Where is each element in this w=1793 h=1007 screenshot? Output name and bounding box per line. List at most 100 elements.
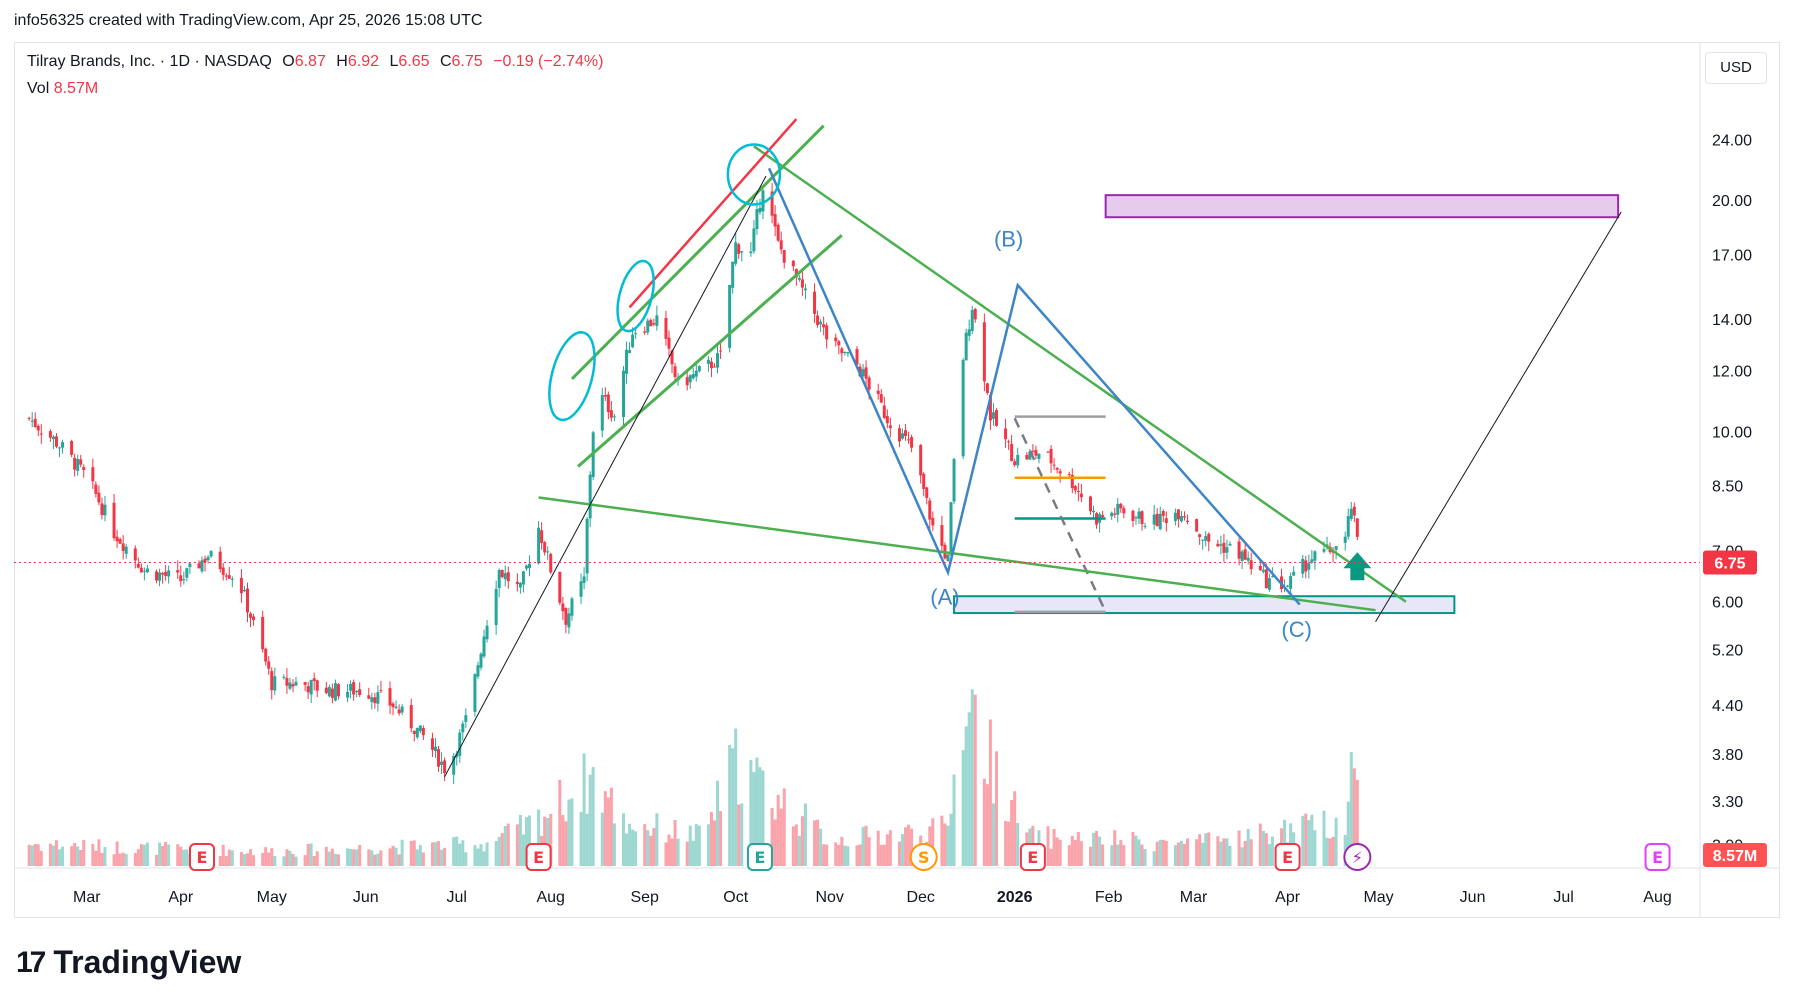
tradingview-logo[interactable]: 17 TradingView — [16, 944, 241, 981]
y-tick-label: 6.00 — [1712, 595, 1743, 612]
candle-body — [803, 288, 807, 291]
candle-body — [391, 703, 395, 708]
candle-body — [861, 369, 865, 377]
candle-body — [797, 277, 801, 280]
candle-body — [61, 442, 65, 448]
candle-body — [209, 551, 213, 557]
brand-name: TradingView — [53, 944, 242, 980]
currency-button[interactable]: USD — [1705, 52, 1767, 84]
volume-bar — [973, 694, 977, 866]
candle-body — [985, 383, 989, 393]
tradingview-logo-icon: 17 — [16, 945, 46, 979]
candle-body — [136, 563, 140, 568]
candle-body — [1073, 486, 1077, 491]
volume-bar — [664, 842, 668, 866]
volume-bar — [834, 842, 838, 866]
created-by-caption: info56325 created with TradingView.com, … — [14, 12, 483, 29]
volume-bar — [967, 712, 971, 866]
x-tick-label: Aug — [536, 889, 564, 906]
volume-bar — [740, 803, 744, 866]
trend-line — [577, 234, 843, 468]
volume-bar — [855, 845, 859, 866]
volume-bar — [352, 849, 356, 866]
volume-bar — [221, 844, 225, 866]
volume-bar — [124, 853, 128, 866]
candle-body — [864, 367, 868, 379]
candle-body — [649, 319, 653, 327]
candle-body — [282, 676, 286, 678]
candle-body — [603, 395, 607, 397]
x-tick-label: Mar — [1180, 889, 1208, 906]
volume-bar — [564, 821, 568, 866]
volume-bar — [734, 728, 738, 866]
volume-bar — [897, 841, 901, 866]
volume-bar — [100, 852, 104, 866]
volume-bar — [876, 830, 880, 866]
y-tick-label: 10.00 — [1712, 424, 1752, 441]
candle-body — [1355, 518, 1359, 537]
candle-body — [324, 687, 328, 694]
candle-body — [145, 568, 149, 573]
volume-bar — [952, 774, 956, 866]
x-tick-label: Mar — [73, 889, 101, 906]
candle-body — [36, 425, 40, 431]
candle-body — [712, 366, 716, 368]
candle-body — [521, 571, 525, 585]
candle-body — [1055, 467, 1059, 470]
candle-body — [846, 352, 850, 354]
candle-body — [600, 395, 604, 431]
candle-body — [33, 418, 37, 428]
volume-bar — [1055, 837, 1059, 866]
candle-body — [755, 209, 759, 230]
candle-body — [161, 573, 165, 575]
volume-bar — [1240, 847, 1244, 866]
candle-body — [139, 567, 143, 573]
volume-value: 8.57M — [53, 80, 99, 97]
y-tick-label: 8.50 — [1712, 479, 1743, 496]
volume-bar — [634, 831, 638, 866]
candle-body — [500, 570, 504, 578]
volume-bar — [843, 845, 847, 866]
candle-body — [267, 661, 271, 669]
candle-body — [691, 374, 695, 379]
volume-bar — [797, 835, 801, 866]
candle-body — [288, 682, 292, 689]
volume-bar — [418, 844, 422, 866]
volume-bar — [943, 823, 947, 866]
volume-bar — [349, 848, 353, 866]
volume-bar — [688, 825, 692, 866]
candle-body — [1176, 509, 1180, 520]
volume-bar — [1119, 840, 1123, 866]
volume-bar — [267, 852, 271, 866]
candle-body — [673, 366, 677, 378]
volume-bar — [900, 834, 904, 866]
candle-body — [203, 558, 207, 563]
candle-body — [1046, 451, 1050, 453]
candle-body — [1158, 513, 1162, 530]
volume-bar — [379, 850, 383, 866]
volume-bar — [1334, 817, 1338, 866]
volume-bar — [167, 844, 171, 866]
volume-bar — [455, 836, 459, 866]
volume-bar — [370, 850, 374, 866]
candle-body — [400, 706, 404, 713]
candle-body — [30, 420, 34, 422]
volume-bar — [791, 826, 795, 866]
candle-body — [1310, 559, 1314, 563]
candle-body — [218, 551, 222, 570]
candle-body — [142, 570, 146, 572]
volume-bar — [288, 850, 292, 866]
volume-bar — [1176, 842, 1180, 866]
candle-body — [876, 390, 880, 394]
volume-bar — [118, 853, 122, 866]
volume-bar — [430, 842, 434, 866]
candle-body — [227, 575, 231, 579]
volume-bar — [1155, 841, 1159, 866]
volume-bar — [33, 844, 37, 866]
volume-bar — [864, 825, 868, 866]
volume-bar — [1267, 844, 1271, 866]
candle-body — [1240, 551, 1244, 562]
volume-bar — [1325, 837, 1329, 866]
volume-bar — [1249, 839, 1253, 866]
